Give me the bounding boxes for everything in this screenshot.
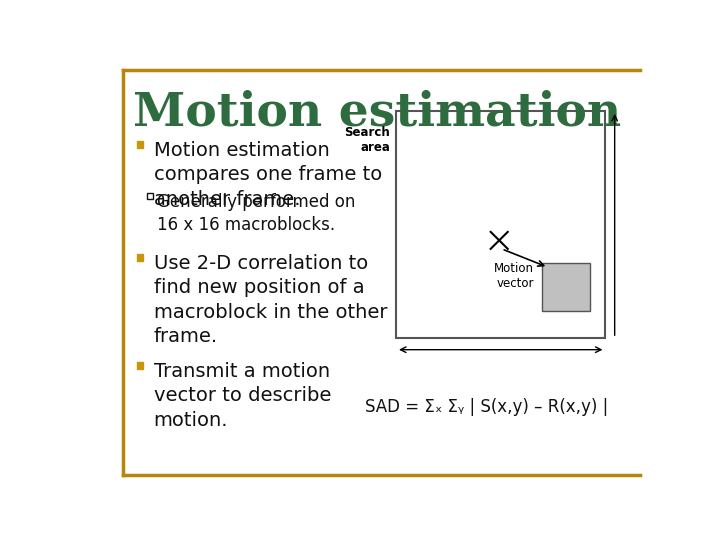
Bar bbox=[542, 264, 590, 311]
Bar bbox=[148, 193, 153, 199]
Text: Motion estimation: Motion estimation bbox=[133, 90, 621, 136]
Text: SAD = Σₓ Σᵧ | S(x,y) – R(x,y) |: SAD = Σₓ Σᵧ | S(x,y) – R(x,y) | bbox=[365, 399, 608, 416]
Bar bbox=[137, 254, 143, 261]
Text: Motion
vector: Motion vector bbox=[494, 262, 534, 290]
Text: Search
area: Search area bbox=[344, 126, 390, 154]
Bar bbox=[396, 111, 606, 338]
Text: Use 2-D correlation to
find new position of a
macroblock in the other
frame.: Use 2-D correlation to find new position… bbox=[153, 254, 387, 346]
Bar bbox=[137, 141, 143, 148]
Text: Motion estimation
compares one frame to
another frame.: Motion estimation compares one frame to … bbox=[153, 141, 382, 208]
Bar bbox=[137, 362, 143, 369]
Text: Transmit a motion
vector to describe
motion.: Transmit a motion vector to describe mot… bbox=[153, 362, 331, 429]
Text: Generally performed on
16 x 16 macroblocks.: Generally performed on 16 x 16 macrobloc… bbox=[157, 193, 355, 234]
